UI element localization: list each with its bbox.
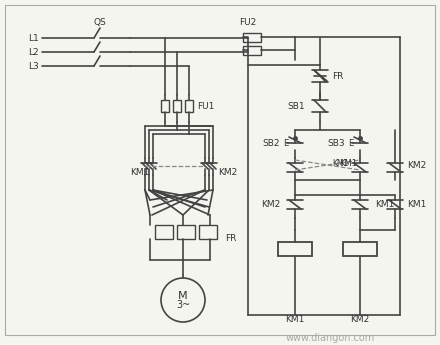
- Bar: [199, 225, 217, 239]
- Text: L2: L2: [28, 48, 39, 57]
- Text: KM2: KM2: [218, 168, 237, 177]
- Text: KM1: KM1: [130, 168, 149, 177]
- Text: KM1: KM1: [285, 315, 304, 324]
- Text: KM1: KM1: [375, 199, 394, 208]
- Text: M: M: [178, 291, 188, 301]
- Bar: [243, 46, 261, 55]
- Text: FR: FR: [225, 234, 236, 243]
- Text: KM2: KM2: [350, 315, 370, 324]
- Text: 3~: 3~: [176, 300, 190, 310]
- Text: KM2: KM2: [261, 199, 280, 208]
- Bar: [185, 100, 193, 112]
- Bar: [161, 100, 169, 112]
- Text: www.diangon.com: www.diangon.com: [286, 333, 374, 343]
- Text: KM1: KM1: [339, 158, 357, 168]
- Text: FR: FR: [332, 71, 343, 80]
- Text: QS: QS: [94, 18, 106, 27]
- Bar: [343, 242, 377, 256]
- Bar: [155, 225, 173, 239]
- Text: KM1: KM1: [407, 199, 426, 208]
- Text: KM2: KM2: [407, 160, 426, 169]
- Text: E: E: [348, 138, 354, 148]
- Text: L3: L3: [28, 61, 39, 70]
- Text: L1: L1: [28, 33, 39, 42]
- Text: FU2: FU2: [239, 18, 257, 27]
- Bar: [278, 242, 312, 256]
- Text: SB2: SB2: [263, 138, 280, 148]
- Text: SB3: SB3: [327, 138, 345, 148]
- Bar: [173, 100, 181, 112]
- Text: FU1: FU1: [197, 101, 214, 110]
- Text: SB1: SB1: [287, 101, 305, 110]
- Bar: [243, 33, 261, 42]
- Text: KM1: KM1: [332, 158, 348, 168]
- Bar: [177, 225, 195, 239]
- Text: E: E: [283, 138, 289, 148]
